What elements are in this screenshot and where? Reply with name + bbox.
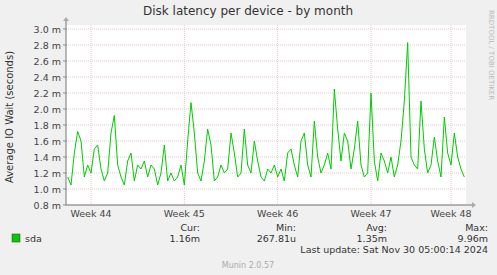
axis-arrow bbox=[472, 202, 476, 208]
stat-value: 9.96m bbox=[458, 233, 488, 244]
stat-label: Avg: bbox=[366, 222, 387, 233]
stat-label: Min: bbox=[276, 222, 296, 233]
background bbox=[0, 0, 497, 275]
grid-line bbox=[91, 25, 92, 205]
watermark: RRDTOOL / TOBI OETIKER bbox=[487, 10, 495, 100]
y-tick-label: 2.8 m bbox=[34, 40, 61, 51]
series-line bbox=[68, 43, 465, 185]
grid-line bbox=[66, 141, 466, 142]
last-update: Last update: Sat Nov 30 05:00:14 2024 bbox=[300, 244, 488, 255]
grid-line bbox=[66, 125, 466, 126]
grid-line bbox=[66, 93, 466, 94]
grid-line bbox=[66, 109, 466, 110]
footer: Munin 2.0.57 bbox=[222, 261, 274, 270]
plot-area bbox=[66, 25, 466, 205]
y-tick-label: 1.8 m bbox=[34, 120, 61, 131]
stat-value: 1.16m bbox=[170, 233, 200, 244]
x-tick-label: Week 45 bbox=[164, 208, 205, 219]
grid-line bbox=[66, 157, 466, 158]
x-tick-label: Week 46 bbox=[257, 208, 298, 219]
axis-arrow bbox=[63, 17, 69, 21]
y-tick-label: 0.8 m bbox=[34, 200, 61, 211]
grid-line bbox=[66, 29, 466, 30]
y-axis-label: Average IO Wait (seconds) bbox=[4, 51, 15, 183]
y-tick-label: 1.4 m bbox=[34, 152, 61, 163]
legend-label: sda bbox=[25, 233, 42, 244]
y-tick-label: 2.4 m bbox=[34, 72, 61, 83]
y-tick-label: 1.6 m bbox=[34, 136, 61, 147]
y-tick-label: 2.6 m bbox=[34, 56, 61, 67]
x-tick-label: Week 48 bbox=[430, 208, 471, 219]
y-tick-label: 3.0 m bbox=[34, 24, 61, 35]
legend-swatch bbox=[12, 234, 20, 242]
stat-label: Max: bbox=[465, 222, 488, 233]
y-tick-label: 2.0 m bbox=[34, 104, 61, 115]
y-tick-label: 2.2 m bbox=[34, 88, 61, 99]
grid-line bbox=[66, 189, 466, 190]
grid-line bbox=[66, 61, 466, 62]
y-tick-label: 1.2 m bbox=[34, 168, 61, 179]
x-axis bbox=[66, 205, 472, 206]
grid-line bbox=[371, 25, 372, 205]
stat-value: 267.81u bbox=[257, 233, 296, 244]
stat-label: Cur: bbox=[180, 222, 200, 233]
y-tick-label: 1.0 m bbox=[34, 184, 61, 195]
x-tick-label: Week 44 bbox=[70, 208, 111, 219]
data-group bbox=[68, 43, 465, 185]
y-axis bbox=[66, 21, 67, 205]
chart: Disk latency per device - by month Averag… bbox=[0, 0, 497, 275]
stat-value: 1.35m bbox=[357, 233, 387, 244]
grid-line bbox=[451, 25, 452, 205]
x-tick-label: Week 47 bbox=[350, 208, 391, 219]
grid-line bbox=[66, 45, 466, 46]
title: Disk latency per device - by month bbox=[143, 4, 353, 18]
